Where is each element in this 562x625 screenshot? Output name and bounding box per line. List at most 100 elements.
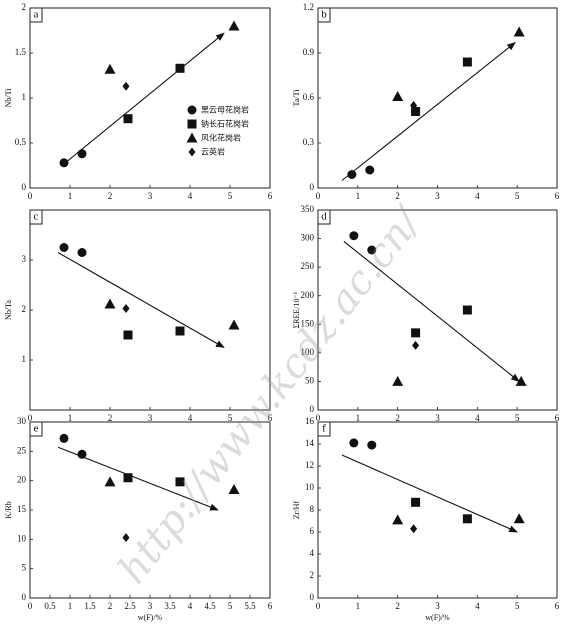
legend-marker <box>188 147 196 157</box>
x-tick-label: 6 <box>555 191 560 201</box>
x-tick-label: 1 <box>68 191 73 201</box>
y-tick-label: 0.9 <box>303 47 315 57</box>
legend-marker <box>187 119 197 129</box>
y-axis-label: Ta/Ti <box>292 89 301 107</box>
point <box>228 319 240 330</box>
y-tick-label: 12 <box>305 460 314 470</box>
x-tick-label: 5 <box>228 191 233 201</box>
point <box>122 81 130 91</box>
x-tick-label: 4 <box>475 191 480 201</box>
y-tick-label: 50 <box>305 375 315 385</box>
point <box>515 375 527 386</box>
x-tick-label: 4 <box>475 601 480 611</box>
point <box>392 514 404 525</box>
x-tick-label: 1 <box>356 191 361 201</box>
y-tick-label: 0.3 <box>303 137 315 147</box>
point <box>175 326 185 336</box>
x-axis-label: w(F)/% <box>425 613 450 622</box>
x-tick-label: 3 <box>435 601 440 611</box>
point <box>123 114 133 124</box>
x-axis-label: w(F)/% <box>138 613 163 622</box>
trend-arrow <box>343 240 520 382</box>
legend-label: 黑云母花岗岩 <box>201 105 249 115</box>
point <box>123 473 133 483</box>
y-tick-label: 300 <box>301 233 315 243</box>
point <box>462 514 472 524</box>
y-tick-label: 25 <box>17 445 27 455</box>
y-tick-label: 4 <box>310 548 315 558</box>
x-tick-label: 4 <box>475 413 480 423</box>
y-tick-label: 3 <box>22 254 27 264</box>
point <box>347 170 357 179</box>
y-tick-label: 0.5 <box>15 137 27 147</box>
point <box>104 476 116 487</box>
point <box>122 304 130 313</box>
y-tick-label: 2 <box>22 2 27 12</box>
point <box>367 245 377 255</box>
x-tick-label: 4 <box>188 601 193 611</box>
y-tick-label: 2 <box>22 304 27 314</box>
point <box>392 375 404 386</box>
y-tick-label: 100 <box>301 347 315 357</box>
x-tick-label: 1 <box>68 601 73 611</box>
x-tick-label: 0 <box>28 601 33 611</box>
point <box>462 305 472 315</box>
point <box>411 328 421 338</box>
point <box>349 231 359 241</box>
x-tick-label: 2 <box>108 413 113 423</box>
y-tick-label: 6 <box>310 526 315 536</box>
y-tick-label: 350 <box>301 204 315 214</box>
point <box>123 330 133 340</box>
x-tick-label: 6 <box>268 191 273 201</box>
x-tick-label: 5 <box>515 413 520 423</box>
trend-arrow <box>341 454 518 533</box>
x-tick-label: 2 <box>395 601 400 611</box>
point <box>77 248 87 257</box>
y-tick-label: 0 <box>310 182 315 192</box>
y-tick-label: 30 <box>17 416 27 426</box>
x-tick-label: 1 <box>356 601 361 611</box>
x-tick-label: 0 <box>316 191 321 201</box>
watermark: http://www.kcdz.ac.cn/ <box>110 198 432 593</box>
point <box>411 497 421 507</box>
panel-label-box <box>317 209 331 225</box>
y-axis-label: Zr/Hf <box>292 501 301 520</box>
x-tick-label: 2 <box>395 191 400 201</box>
point <box>411 107 421 116</box>
point <box>365 165 375 175</box>
x-tick-label: 5 <box>515 601 520 611</box>
panel-label-box <box>317 421 331 437</box>
y-axis-label: Nb/Ti <box>4 88 13 108</box>
legend-marker <box>187 105 197 115</box>
trend-arrow <box>57 252 225 348</box>
legend-label: 风化花岗岩 <box>201 133 241 143</box>
y-tick-label: 2 <box>310 570 315 580</box>
x-tick-label: 2 <box>108 191 113 201</box>
x-tick-label: 5 <box>228 413 233 423</box>
x-tick-label: 3.5 <box>164 601 176 611</box>
x-tick-label: 1.5 <box>84 601 96 611</box>
y-tick-label: 0 <box>310 592 315 602</box>
point <box>412 340 420 350</box>
x-tick-label: 0 <box>316 601 321 611</box>
y-axis-label: ΣREE/10⁻⁶ <box>292 291 301 328</box>
x-tick-label: 3 <box>148 413 153 423</box>
point <box>228 483 240 494</box>
x-tick-label: 0 <box>316 413 321 423</box>
panel-label: e <box>34 423 39 435</box>
panel-label: f <box>322 423 326 435</box>
y-axis-label: Nb/Ta <box>4 300 13 320</box>
x-tick-label: 1 <box>68 413 73 423</box>
trend-arrow <box>341 41 516 181</box>
y-tick-label: 250 <box>301 261 315 271</box>
point <box>104 63 116 74</box>
y-tick-label: 1.2 <box>303 2 314 12</box>
x-tick-label: 6 <box>268 413 273 423</box>
y-tick-label: 0 <box>22 592 27 602</box>
x-tick-label: 6 <box>555 601 560 611</box>
x-tick-label: 4 <box>188 413 193 423</box>
y-tick-label: 0.6 <box>303 92 315 102</box>
y-tick-label: 1 <box>22 92 27 102</box>
point <box>104 298 116 309</box>
y-tick-label: 200 <box>301 290 315 300</box>
